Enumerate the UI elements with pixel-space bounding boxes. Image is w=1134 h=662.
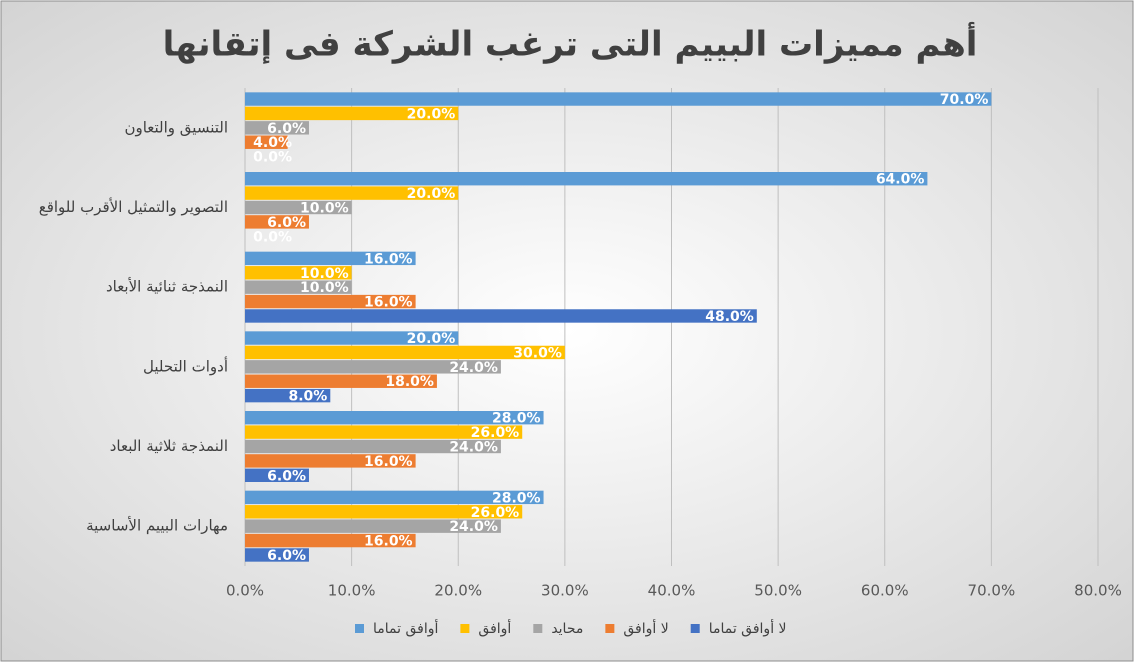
bar [245,548,309,562]
y-tick-label: النمذجة ثنائية الأبعاد [106,277,228,296]
data-label: 4.0% [253,135,292,151]
legend-swatch [355,624,364,633]
data-label: 24.0% [449,519,498,535]
bar [245,360,501,374]
bar [245,280,352,294]
y-tick-label: التنسيق والتعاون [124,118,228,136]
x-tick-label: 10.0% [328,582,376,600]
bar [245,425,523,439]
legend-label: لا أوافق [623,619,668,637]
data-label: 16.0% [364,454,413,470]
data-label: 70.0% [940,92,989,108]
data-label: 20.0% [407,186,456,202]
legend-swatch [605,624,615,633]
y-tick-label: التصوير والتمثيل الأقرب للواقع [39,197,228,216]
y-tick-label: مهارات البييم الأساسية [86,516,228,535]
bar [245,533,416,548]
bar [245,345,565,360]
bar [245,92,992,106]
bar [245,374,437,388]
legend-swatch [460,624,470,633]
legend-swatch [690,624,700,633]
data-label: 0.0% [253,150,292,166]
bar [245,172,928,186]
bar [245,331,459,345]
x-tick-label: 30.0% [541,582,589,600]
bar [245,519,501,533]
bar [245,490,544,505]
bar [245,388,331,403]
bar [245,215,309,229]
data-label: 6.0% [267,548,306,564]
bar [245,454,416,468]
data-label: 20.0% [407,106,456,122]
data-label: 10.0% [300,201,349,217]
bar [245,251,416,266]
data-label: 6.0% [267,121,306,137]
bar [245,200,352,215]
data-label: 6.0% [267,215,306,231]
data-label: 24.0% [449,360,498,376]
legend-label: أوافق تماما [373,619,438,637]
chart-title: أهم مميزات البييم التى ترغب الشركة فى إت… [163,22,978,65]
x-tick-label: 80.0% [1074,582,1122,600]
data-label: 64.0% [876,172,925,188]
y-tick-label: أدوات التحليل [143,356,228,375]
data-label: 16.0% [364,251,413,267]
x-tick-label: 20.0% [434,582,482,600]
x-tick-label: 50.0% [754,582,802,600]
x-tick-label: 0.0% [226,582,264,600]
data-label: 26.0% [471,425,520,441]
y-tick-label: النمذجة ثلاثية البعاد [110,437,228,455]
bar [245,439,501,454]
legend-swatch [533,624,543,633]
data-label: 20.0% [407,331,456,347]
bar [245,309,757,323]
data-label: 24.0% [449,440,498,456]
x-tick-label: 60.0% [861,582,909,600]
bar [245,411,544,425]
bar [245,121,309,135]
data-label: 18.0% [385,374,434,390]
data-label: 8.0% [288,389,327,405]
bar [245,135,288,149]
data-label: 48.0% [705,309,754,325]
x-tick-label: 70.0% [968,582,1016,600]
legend-label: لا أوافق تماما [709,619,787,637]
data-label: 26.0% [471,505,520,521]
bar [245,294,416,309]
bar [245,505,523,519]
data-label: 10.0% [300,266,349,282]
bar [245,468,309,482]
data-label: 30.0% [513,345,562,361]
legend-label: أوافق [478,619,511,637]
data-label: 28.0% [492,490,541,506]
data-label: 28.0% [492,411,541,427]
bar [245,106,459,121]
data-label: 16.0% [364,295,413,311]
data-label: 16.0% [364,534,413,550]
data-label: 0.0% [253,229,292,245]
x-tick-label: 40.0% [648,582,696,600]
bar [245,266,352,280]
data-label: 10.0% [300,280,349,296]
bar [245,186,459,200]
legend-label: محايد [551,621,583,637]
data-label: 6.0% [267,468,306,484]
